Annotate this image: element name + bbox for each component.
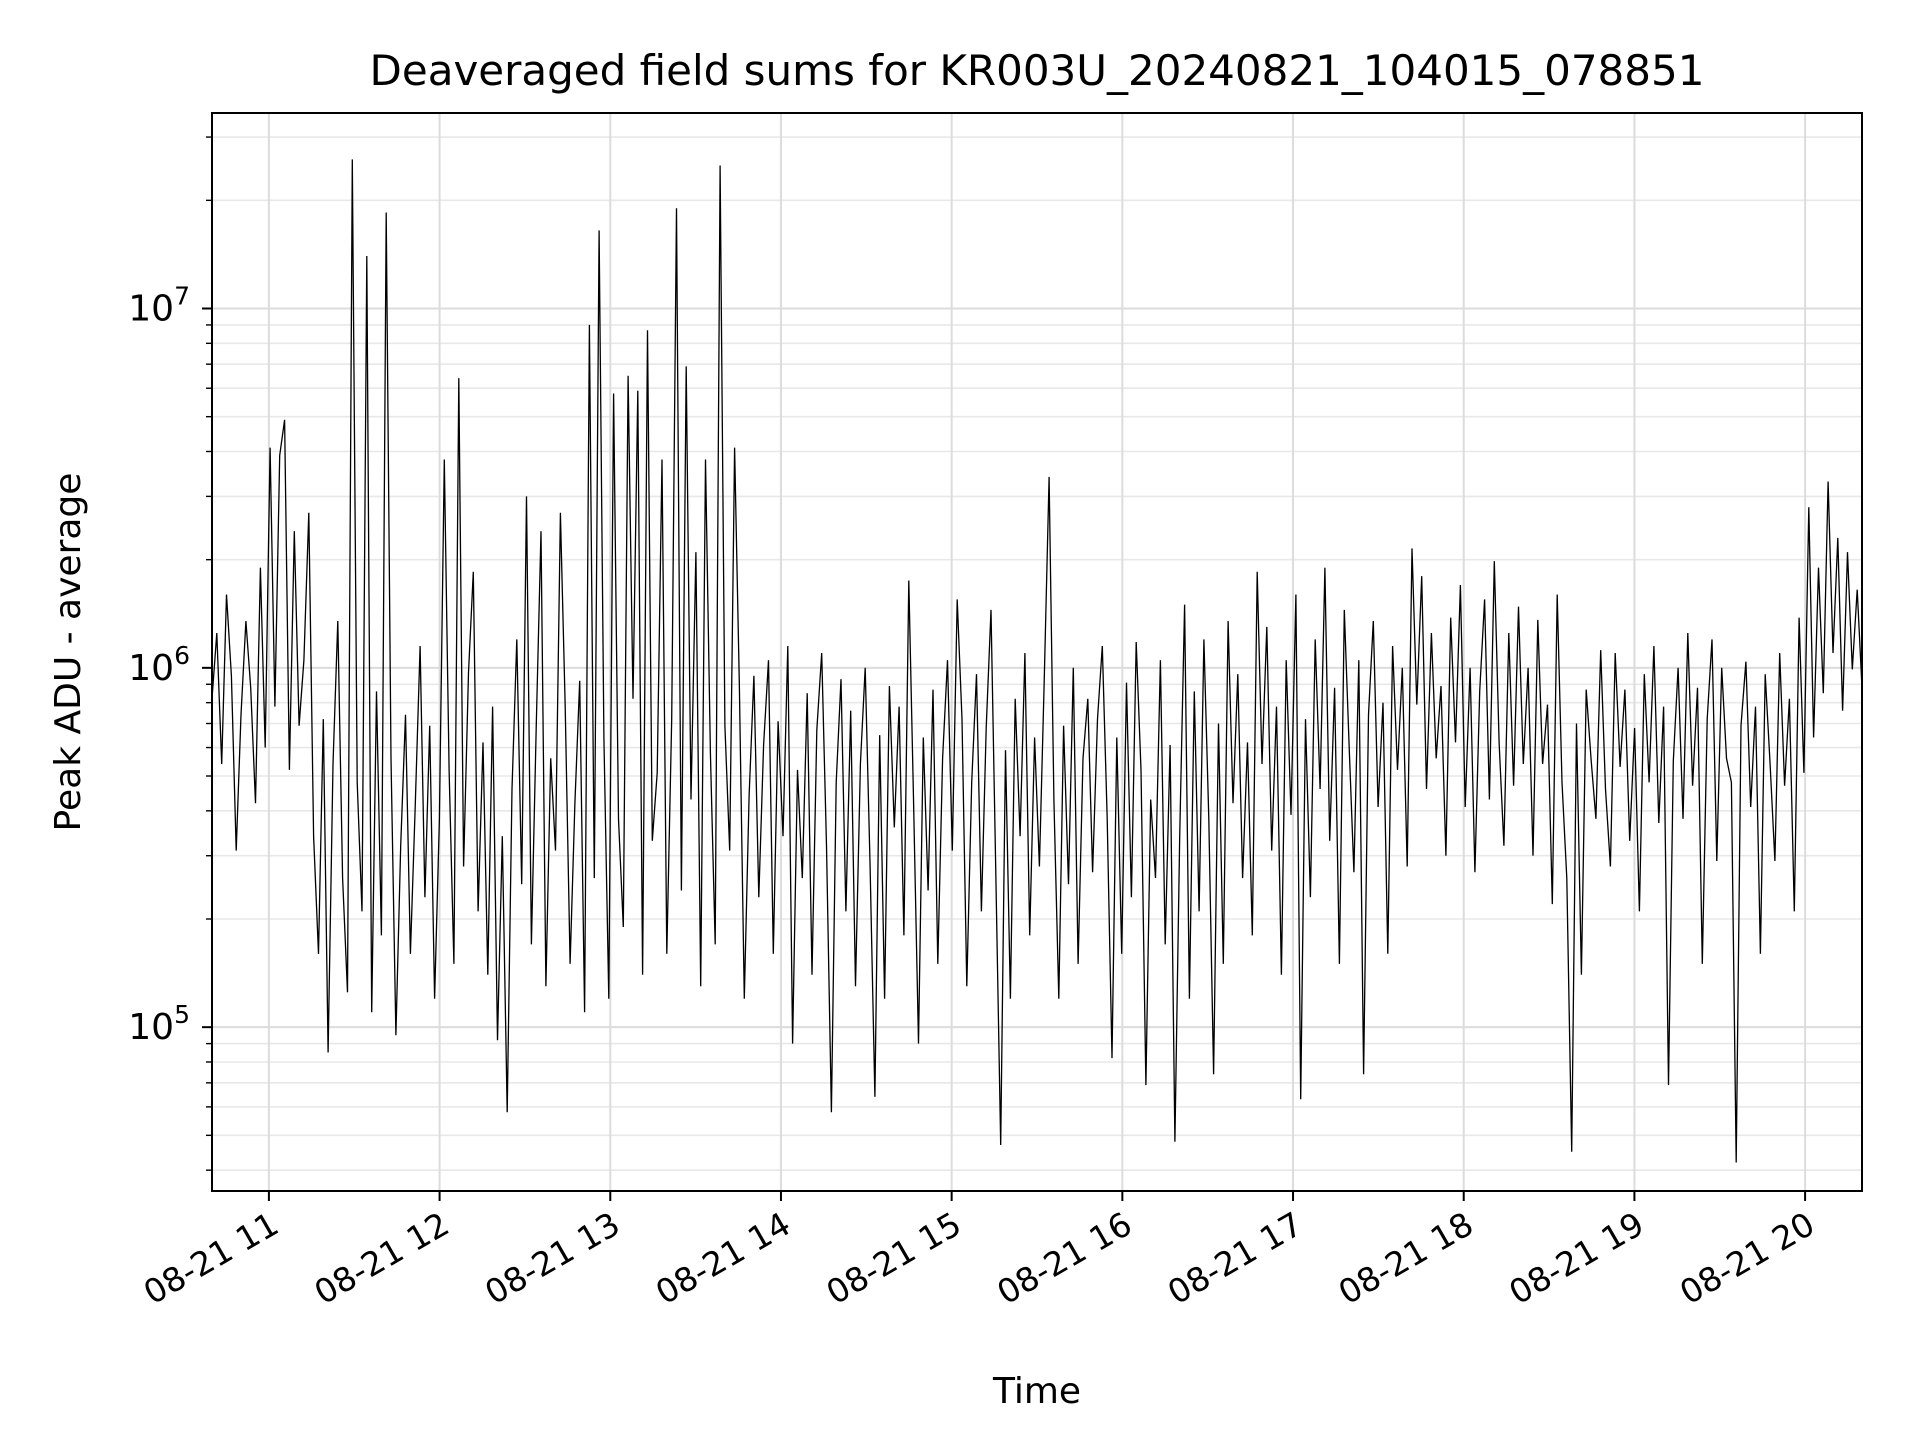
plot-frame: [211, 112, 1863, 1192]
y-tick-label-base: 10: [128, 1007, 174, 1048]
y-tick-label-exponent: 5: [174, 1000, 190, 1029]
series-line-0: [211, 159, 1863, 1163]
y-tick-label-base: 10: [128, 648, 174, 689]
y-tick-label-base: 10: [128, 289, 174, 330]
series-group: [211, 159, 1863, 1163]
y-axis-label: Peak ADU - average: [48, 473, 89, 832]
chart-title: Deaveraged field sums for KR003U_2024082…: [370, 46, 1705, 95]
y-tick-label: 105: [128, 1000, 190, 1048]
y-tick-label-exponent: 7: [174, 282, 190, 311]
y-tick-label: 107: [128, 282, 190, 330]
x-axis-label: Time: [992, 1371, 1081, 1412]
y-tick-label-exponent: 6: [174, 641, 190, 670]
y-tick-label: 106: [128, 641, 190, 689]
